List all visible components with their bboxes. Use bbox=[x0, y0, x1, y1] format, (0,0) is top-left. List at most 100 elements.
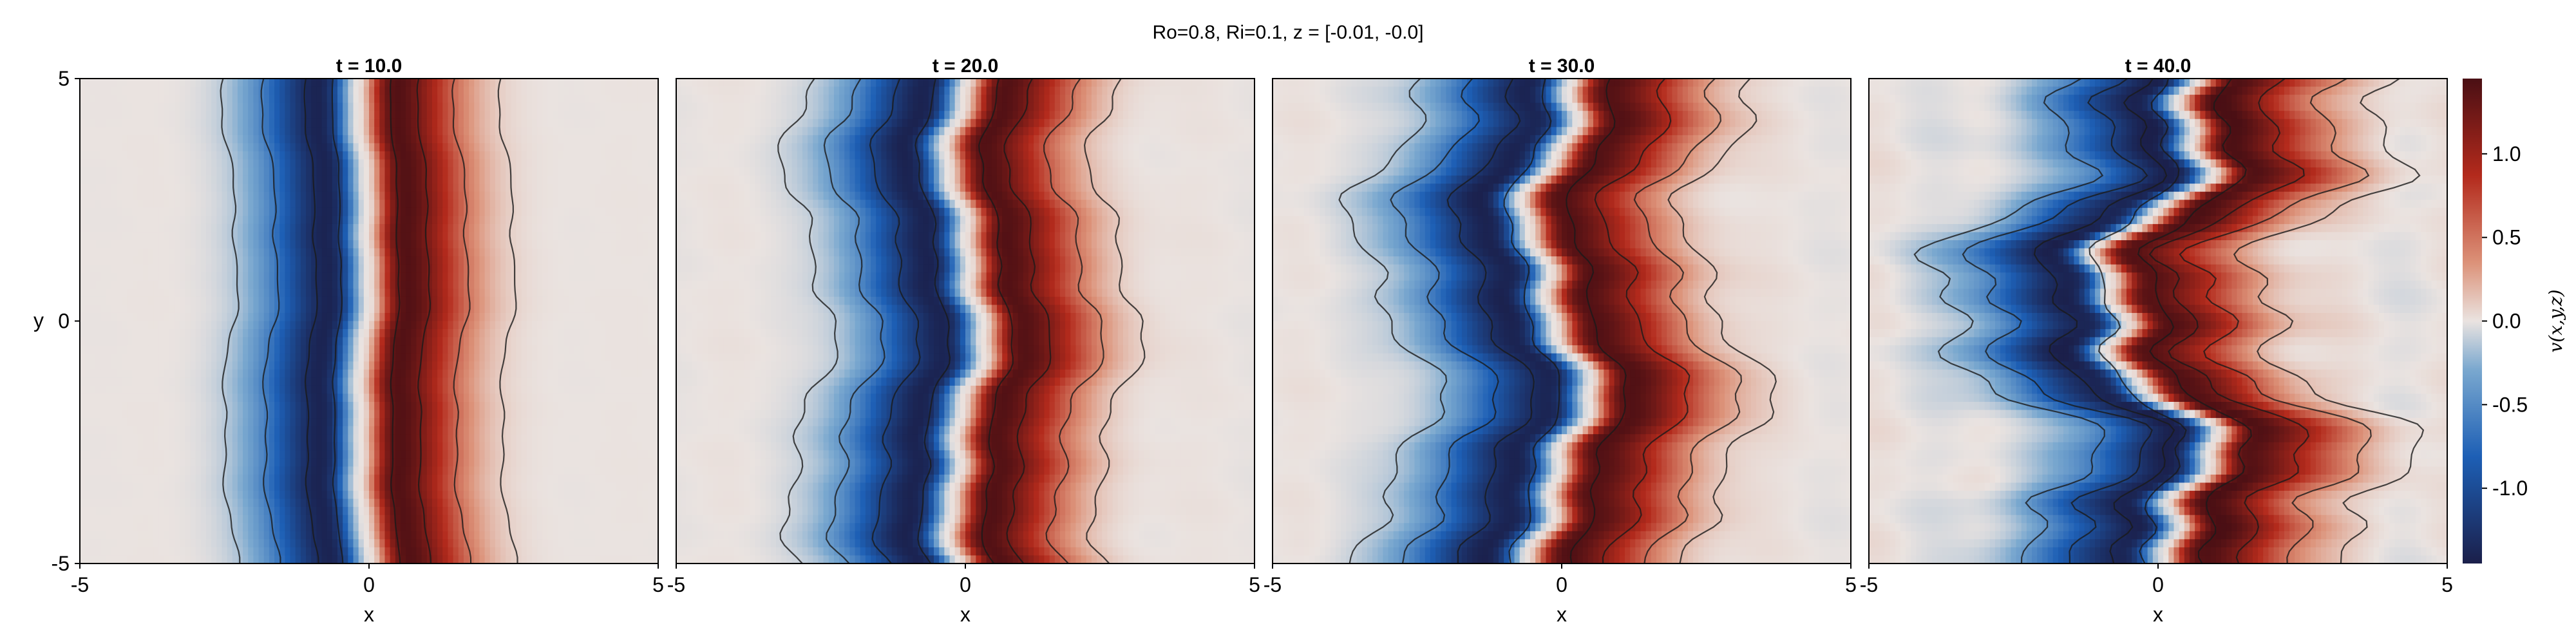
heatmap-cell bbox=[458, 79, 464, 88]
heatmap-cell bbox=[316, 296, 323, 305]
heatmap-cell bbox=[158, 377, 165, 386]
heatmap-cell bbox=[258, 232, 265, 241]
heatmap-cell bbox=[411, 312, 417, 322]
heatmap-cell bbox=[627, 321, 632, 330]
heatmap-cell bbox=[431, 151, 438, 160]
heatmap-cell bbox=[321, 256, 328, 265]
heatmap-cell bbox=[122, 305, 128, 314]
heatmap-cell bbox=[437, 329, 443, 338]
heatmap-cell bbox=[285, 184, 291, 193]
heatmap-cell bbox=[506, 321, 512, 330]
heatmap-cell bbox=[205, 312, 212, 322]
heatmap-cell bbox=[148, 216, 154, 225]
heatmap-cell bbox=[395, 135, 401, 144]
heatmap-cell bbox=[442, 312, 449, 322]
heatmap-cell bbox=[190, 321, 196, 330]
heatmap-cell bbox=[300, 127, 307, 136]
heatmap-cell bbox=[627, 135, 632, 144]
heatmap-cell bbox=[495, 207, 501, 216]
heatmap-cell bbox=[111, 200, 117, 209]
heatmap-cell bbox=[122, 337, 128, 346]
heatmap-cell bbox=[132, 118, 138, 128]
heatmap-cell bbox=[117, 410, 122, 419]
heatmap-cell bbox=[579, 434, 585, 443]
heatmap-cell bbox=[248, 280, 254, 289]
heatmap-cell bbox=[395, 143, 401, 152]
heatmap-cell bbox=[526, 143, 533, 152]
heatmap-cell bbox=[337, 329, 343, 338]
heatmap-cell bbox=[164, 312, 170, 322]
heatmap-cell bbox=[642, 111, 649, 120]
heatmap-cell bbox=[390, 248, 396, 257]
heatmap-cell bbox=[474, 143, 480, 152]
heatmap-cell bbox=[511, 184, 517, 193]
heatmap-cell bbox=[479, 353, 486, 362]
heatmap-cell bbox=[621, 410, 627, 419]
heatmap-cell bbox=[421, 410, 428, 419]
heatmap-cell bbox=[642, 312, 649, 322]
heatmap-cell bbox=[437, 337, 443, 346]
heatmap-cell bbox=[279, 248, 285, 257]
heatmap-cell bbox=[564, 337, 569, 346]
heatmap-cell bbox=[379, 223, 386, 233]
heatmap-cell bbox=[232, 135, 238, 144]
heatmap-cell bbox=[263, 329, 270, 338]
heatmap-cell bbox=[227, 256, 233, 265]
heatmap-cell bbox=[652, 289, 659, 298]
heatmap-cell bbox=[489, 223, 496, 233]
heatmap-cell bbox=[337, 361, 343, 370]
heatmap-cell bbox=[142, 223, 149, 233]
heatmap-cell bbox=[564, 143, 569, 152]
heatmap-cell bbox=[553, 240, 559, 249]
heatmap-cell bbox=[537, 369, 543, 378]
heatmap-cell bbox=[621, 102, 627, 111]
heatmap-cell bbox=[600, 377, 606, 386]
heatmap-cell bbox=[95, 143, 102, 152]
heatmap-cell bbox=[290, 79, 296, 88]
heatmap-cell bbox=[332, 296, 338, 305]
heatmap-cell bbox=[80, 232, 86, 241]
heatmap-cell bbox=[637, 184, 643, 193]
heatmap-cell bbox=[474, 175, 480, 184]
heatmap-cell bbox=[374, 280, 380, 289]
heatmap-cell bbox=[516, 312, 522, 322]
heatmap-cell bbox=[232, 264, 238, 273]
heatmap-cell bbox=[637, 321, 643, 330]
heatmap-cell bbox=[90, 79, 97, 88]
heatmap-cell bbox=[632, 111, 638, 120]
heatmap-cell bbox=[495, 256, 501, 265]
heatmap-cell bbox=[384, 377, 391, 386]
heatmap-cell bbox=[195, 248, 202, 257]
heatmap-cell bbox=[637, 127, 643, 136]
heatmap-cell bbox=[484, 418, 491, 427]
heatmap-cell bbox=[652, 86, 659, 95]
heatmap-cell bbox=[600, 111, 606, 120]
heatmap-cell bbox=[431, 305, 438, 314]
heatmap-cell bbox=[190, 393, 196, 402]
heatmap-cell bbox=[547, 402, 554, 411]
heatmap-cell bbox=[489, 175, 496, 184]
heatmap-cell bbox=[374, 159, 380, 168]
heatmap-cell bbox=[295, 86, 301, 95]
heatmap-cell bbox=[200, 321, 207, 330]
heatmap-cell bbox=[348, 426, 354, 435]
heatmap-cell bbox=[205, 135, 212, 144]
heatmap-cell bbox=[174, 135, 180, 144]
heatmap-cell bbox=[569, 191, 574, 200]
heatmap-cell bbox=[384, 191, 391, 200]
heatmap-cell bbox=[311, 232, 317, 241]
heatmap-cell bbox=[506, 223, 512, 233]
heatmap-cell bbox=[306, 426, 312, 435]
heatmap-cell bbox=[327, 143, 333, 152]
heatmap-cell bbox=[311, 200, 317, 209]
heatmap-cell bbox=[458, 426, 464, 435]
heatmap-cell bbox=[169, 402, 175, 411]
heatmap-cell bbox=[627, 402, 632, 411]
heatmap-cell bbox=[117, 296, 122, 305]
heatmap-cell bbox=[100, 305, 107, 314]
heatmap-cell bbox=[453, 272, 459, 281]
heatmap-cell bbox=[642, 200, 649, 209]
heatmap-cell bbox=[290, 232, 296, 241]
heatmap-cell bbox=[132, 442, 138, 451]
heatmap-cell bbox=[363, 102, 370, 111]
